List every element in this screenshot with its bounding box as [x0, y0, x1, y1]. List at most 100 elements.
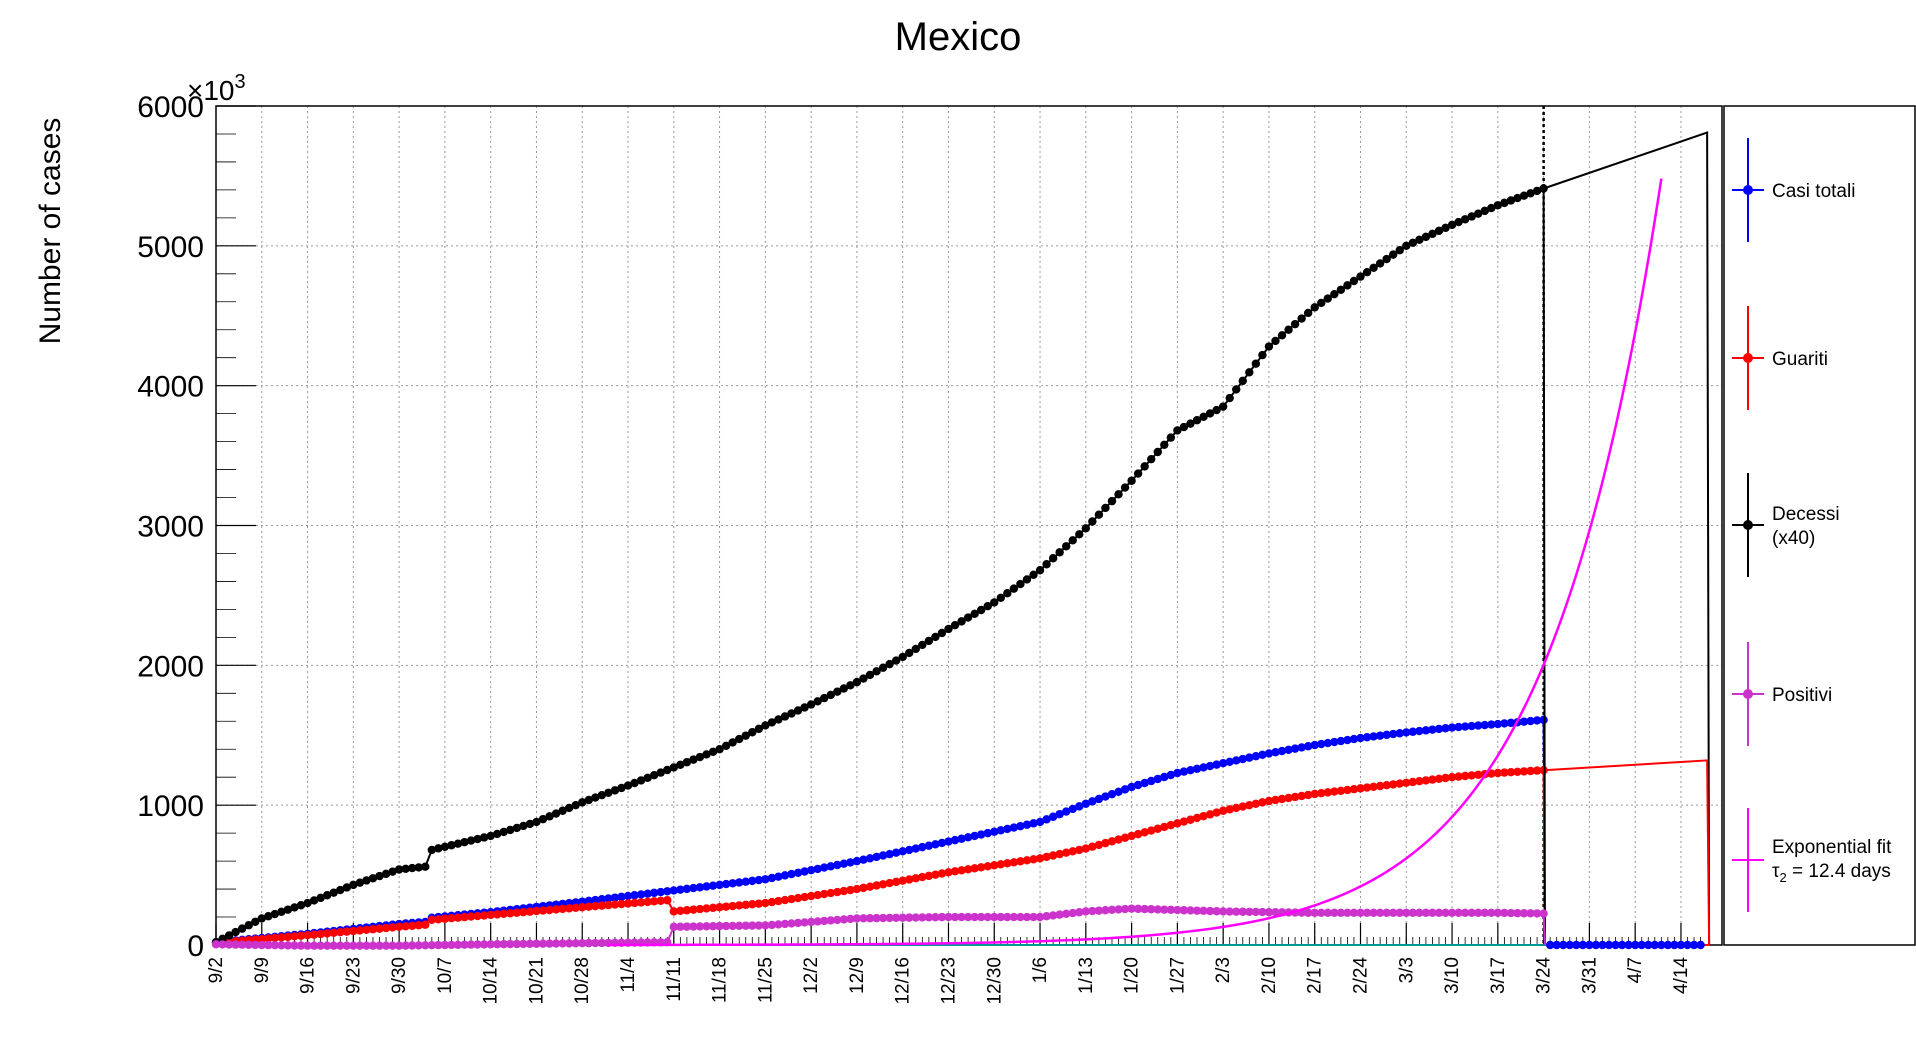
- data-point: [564, 904, 574, 913]
- data-point: [394, 922, 404, 932]
- data-point: [1160, 905, 1169, 914]
- data-point: [283, 932, 293, 942]
- data-point: [937, 869, 947, 878]
- data-point: [584, 896, 593, 906]
- data-point: [388, 923, 397, 932]
- data-point: [1317, 788, 1326, 798]
- data-point: [1408, 777, 1418, 787]
- data-point: [1029, 912, 1038, 922]
- data-point: [872, 881, 881, 890]
- data-point: [1160, 822, 1169, 832]
- data-point: [1029, 855, 1038, 864]
- data-point: [741, 731, 750, 740]
- data-point: [1016, 579, 1025, 589]
- data-point: [1101, 503, 1110, 513]
- data-point: [728, 738, 737, 747]
- data-point: [721, 921, 731, 931]
- data-point: [1356, 272, 1365, 281]
- data-point: [427, 915, 437, 925]
- data-point: [591, 938, 600, 948]
- data-point: [820, 916, 829, 926]
- data-point: [1434, 774, 1444, 783]
- data-point: [1035, 854, 1045, 863]
- data-point: [486, 910, 495, 920]
- legend-label-line2: τ2 = 12.4 days: [1772, 861, 1891, 885]
- data-point: [1199, 412, 1208, 422]
- data-point: [1120, 833, 1130, 842]
- data-point: [865, 882, 875, 891]
- data-point: [1009, 912, 1019, 922]
- data-point: [1356, 784, 1365, 793]
- data-point: [316, 893, 325, 903]
- data-point: [695, 883, 705, 892]
- data-point: [551, 905, 561, 914]
- data-point: [1408, 238, 1418, 248]
- data-point: [551, 939, 561, 948]
- data-point: [558, 806, 567, 815]
- data-point: [656, 896, 665, 905]
- data-point: [1107, 789, 1117, 799]
- data-point: [1330, 908, 1339, 918]
- data-point: [931, 913, 940, 922]
- data-point: [846, 858, 855, 867]
- legend-entry-2: Decessi (x40): [1732, 473, 1840, 577]
- data-point: [891, 913, 901, 923]
- data-point: [1467, 212, 1476, 221]
- data-point: [963, 912, 973, 922]
- data-point: [1532, 716, 1542, 725]
- data-point: [800, 703, 809, 712]
- data-point: [872, 913, 881, 923]
- data-point: [682, 758, 692, 767]
- data-point: [1421, 908, 1431, 918]
- data-point: [833, 687, 842, 696]
- data-point: [1238, 907, 1247, 916]
- data-point: [983, 828, 992, 838]
- data-point: [1493, 719, 1503, 729]
- data-point: [460, 912, 469, 922]
- data-point: [1330, 737, 1339, 747]
- data-point: [846, 885, 855, 895]
- data-point: [761, 921, 770, 930]
- data-point: [1519, 191, 1529, 200]
- data-point: [277, 933, 286, 942]
- data-point: [852, 884, 862, 894]
- data-point: [885, 659, 894, 669]
- data-point: [1212, 907, 1221, 916]
- data-point: [937, 912, 947, 922]
- data-point: [362, 876, 371, 885]
- data-point: [761, 875, 770, 884]
- data-point: [512, 939, 522, 949]
- data-point: [950, 835, 960, 845]
- data-point: [1166, 820, 1176, 830]
- data-point: [1048, 554, 1058, 563]
- data-point: [1133, 780, 1143, 790]
- data-point: [885, 878, 894, 888]
- data-point: [329, 888, 338, 897]
- data-point: [1480, 206, 1489, 216]
- data-point: [1048, 911, 1058, 920]
- data-point: [1055, 548, 1064, 557]
- x-tick-label: 4/14: [1671, 957, 1692, 994]
- data-point: [1062, 807, 1071, 816]
- data-point: [440, 914, 450, 923]
- data-point: [375, 871, 384, 881]
- data-point: [1029, 570, 1038, 580]
- data-point: [663, 765, 672, 775]
- series-3: [211, 904, 1548, 950]
- data-point: [702, 904, 711, 913]
- data-point: [859, 914, 868, 923]
- data-point: [898, 913, 907, 922]
- data-point: [1297, 314, 1306, 323]
- data-point: [1094, 510, 1104, 519]
- data-point: [806, 700, 816, 709]
- data-point: [643, 889, 652, 898]
- data-point: [1160, 440, 1169, 449]
- data-point: [1075, 908, 1084, 917]
- data-point: [1016, 857, 1025, 866]
- data-point: [486, 831, 495, 841]
- data-point: [1271, 336, 1280, 346]
- data-point: [1415, 235, 1424, 245]
- data-point: [237, 940, 247, 949]
- data-point: [708, 903, 718, 913]
- data-point: [1251, 799, 1261, 808]
